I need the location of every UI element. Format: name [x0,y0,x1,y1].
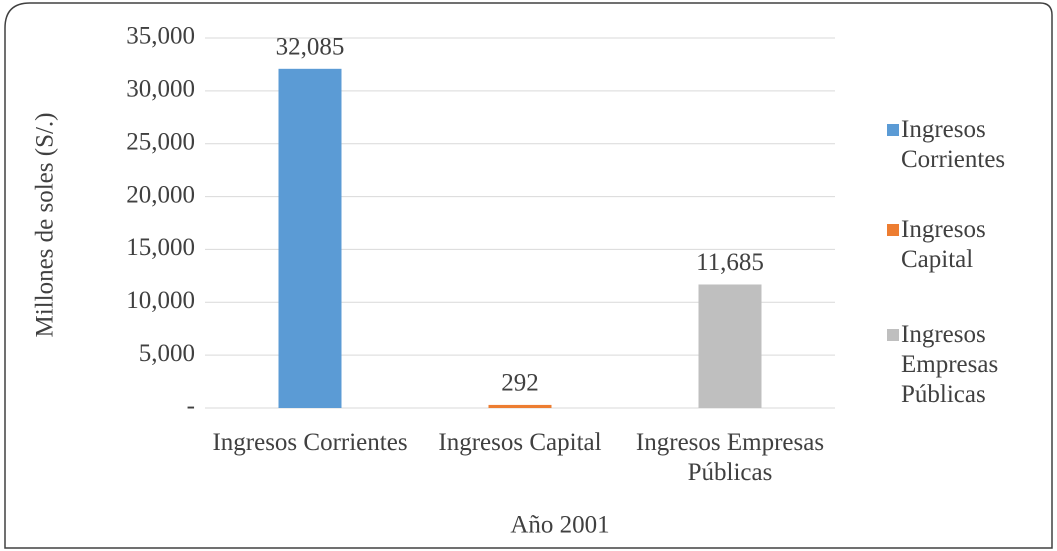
y-tick-label: 20,000 [126,181,195,208]
bar [278,68,342,409]
x-tick-label: Ingresos Corrientes [212,429,408,456]
value-label: 32,085 [276,34,345,61]
y-tick-label: 35,000 [126,23,195,50]
legend-swatch [887,329,899,341]
y-tick-label: 10,000 [126,287,195,314]
legend-label: Ingresos Capital [901,216,986,273]
bar [488,404,552,408]
y-tick-label: 5,000 [139,340,195,367]
legend-label: Ingresos Empresas Públicas [901,321,999,408]
y-tick-label: 30,000 [126,76,195,103]
legend-swatch [887,224,899,236]
y-axis-label: Millones de soles (S/.) [32,113,59,338]
y-tick-label: - [187,393,195,420]
value-label: 292 [501,370,539,397]
legend-label: Ingresos Corrientes [901,116,1006,173]
x-tick-label: Ingresos Capital [438,429,602,456]
bar [698,284,762,408]
y-tick-label: 25,000 [126,128,195,155]
x-axis-label: Año 2001 [510,512,609,539]
y-tick-label: 15,000 [126,234,195,261]
value-label: 11,685 [696,249,764,276]
x-tick-label: Ingresos Empresas Públicas [635,429,825,486]
frame [4,2,1053,549]
legend-swatch [887,124,899,136]
